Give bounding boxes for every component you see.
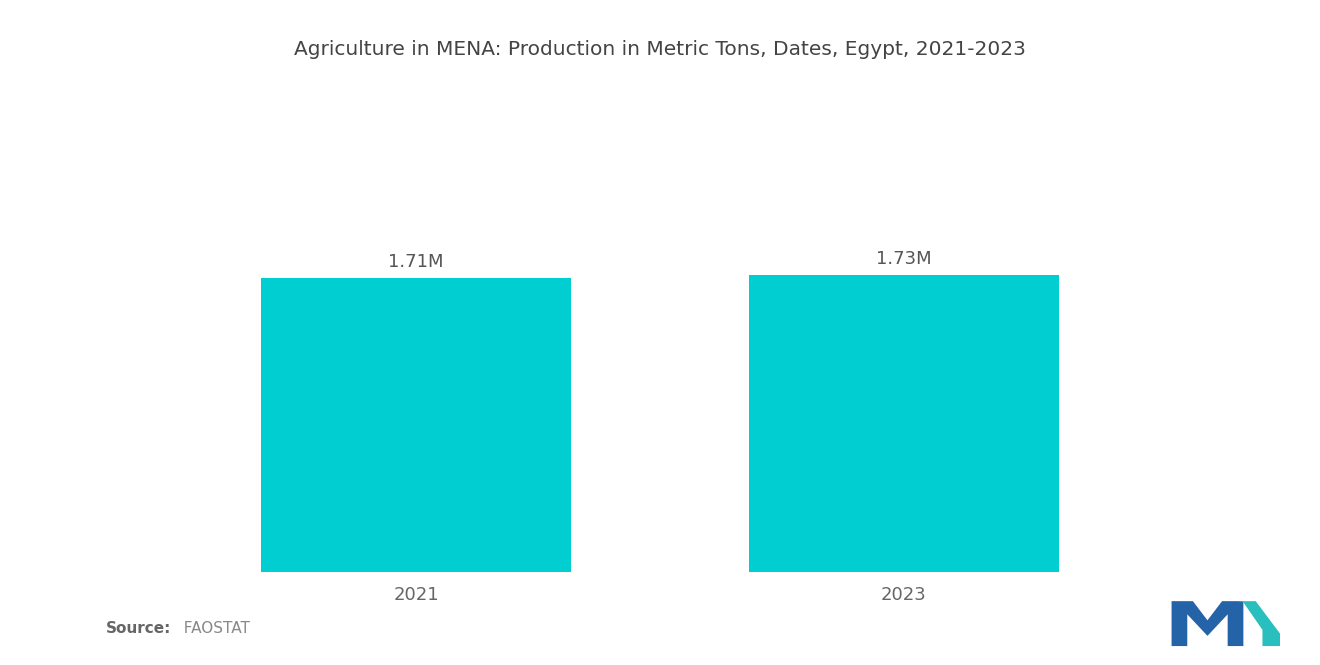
Bar <box>261 278 572 572</box>
Polygon shape <box>1238 601 1280 646</box>
Text: 1.71M: 1.71M <box>388 253 444 271</box>
Text: Agriculture in MENA: Production in Metric Tons, Dates, Egypt, 2021-2023: Agriculture in MENA: Production in Metri… <box>294 40 1026 59</box>
Text: Source:: Source: <box>106 621 172 636</box>
Polygon shape <box>1172 601 1243 646</box>
Text: 1.73M: 1.73M <box>876 250 932 268</box>
Bar <box>748 275 1059 572</box>
Text: FAOSTAT: FAOSTAT <box>174 621 249 636</box>
